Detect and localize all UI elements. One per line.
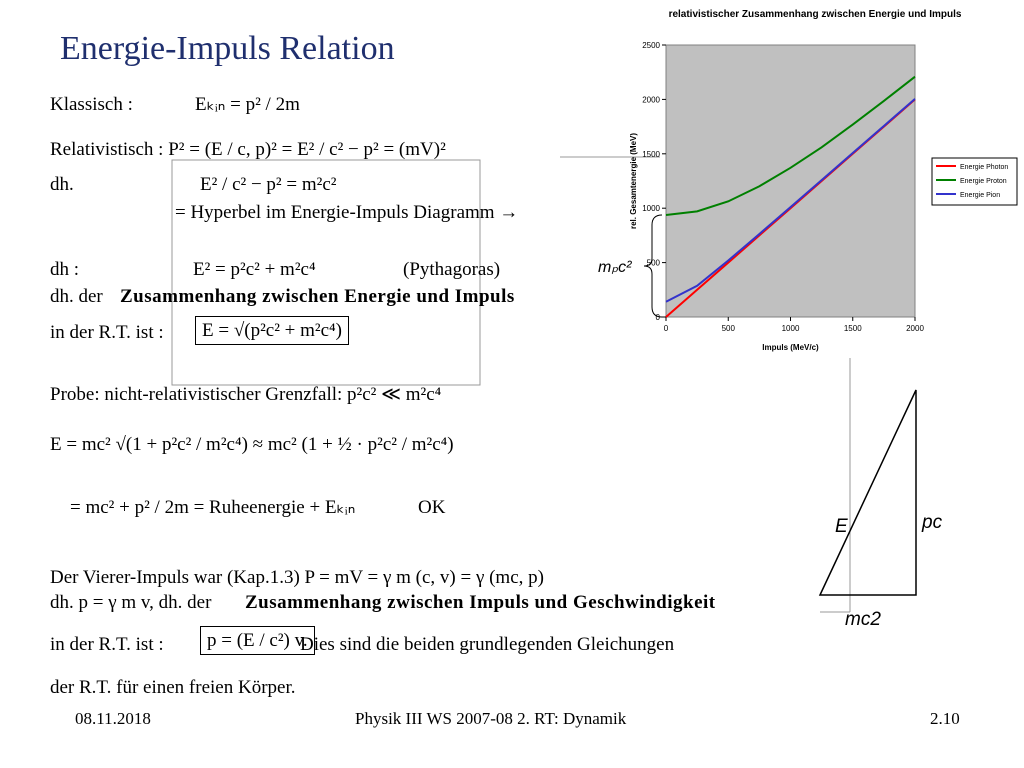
x-tick-label: 2000: [906, 324, 924, 333]
slide-text: dh :: [50, 259, 80, 280]
triangle-label: mc2: [845, 609, 881, 630]
slide-text: Der Vierer-Impuls war (Kap.1.3) P = mV =…: [50, 567, 544, 588]
y-tick-label: 1500: [642, 150, 660, 159]
slide-text: (Pythagoras): [403, 259, 501, 280]
chart: relativistischer Zusammenhang zwischen E…: [598, 9, 1018, 352]
slide-text: Dies sind die beiden grundlegenden Gleic…: [300, 634, 675, 655]
slide-title: Energie-Impuls Relation: [60, 30, 395, 67]
slide-text: dh.: [50, 174, 74, 195]
slide-text: E² = p²c² + m²c⁴: [193, 259, 316, 280]
y-tick-label: 2000: [642, 95, 660, 104]
brace: [643, 214, 663, 318]
slide-text: = mc² + p² / 2m = Ruheenergie + Eₖᵢₙ: [70, 497, 356, 518]
chart-title: relativistischer Zusammenhang zwischen E…: [669, 9, 962, 20]
slide-text: = Hyperbel im Energie-Impuls Diagramm →: [175, 202, 519, 223]
legend-label: Energie Photon: [960, 164, 1008, 171]
line-series: [665, 75, 916, 216]
slide-text: Zusammenhang zwischen Impuls und Geschwi…: [245, 592, 716, 613]
slide-text: dh. der: [50, 286, 103, 307]
line-series: [665, 98, 916, 303]
embedded-frame: [171, 159, 481, 386]
slide-text: der R.T. für einen freien Körper.: [50, 677, 296, 698]
y-axis-label: rel. Gesamtenergie (MeV): [629, 133, 638, 229]
x-axis-label: Impuls (MeV/c): [762, 343, 819, 352]
x-tick-label: 0: [664, 324, 669, 333]
slide-text: p = (E / c²) v.: [200, 626, 315, 655]
y-tick-label: 1000: [642, 204, 660, 213]
annotation: mₚc²: [598, 259, 632, 276]
slide-text: Relativistisch : P² = (E / c, p)² = E² /…: [50, 139, 446, 160]
slide-text: E = mc² √(1 + p²c² / m²c⁴) ≈ mc² (1 + ½ …: [50, 434, 454, 455]
y-tick-label: 500: [647, 259, 661, 268]
slide-text: E² / c² − p² = m²c²: [200, 174, 337, 195]
triangle-label: E: [835, 516, 848, 537]
slide-text: in der R.T. ist :: [50, 322, 164, 343]
slide-text: Zusammenhang zwischen Energie und Impuls: [120, 286, 515, 307]
footer-date: 08.11.2018: [75, 709, 151, 728]
slide-text: Probe: nicht-relativistischer Grenzfall:…: [50, 384, 442, 405]
x-tick-label: 500: [722, 324, 736, 333]
slide-text: E = √(p²c² + m²c⁴): [195, 316, 349, 345]
legend-label: Energie Proton: [960, 178, 1007, 185]
slide-text: OK: [418, 497, 446, 518]
pythagoras-triangle: [818, 389, 917, 596]
slide-text: dh. p = γ m v, dh. der: [50, 592, 212, 613]
plot-area: [665, 44, 916, 318]
legend-label: Energie Pion: [960, 192, 1000, 199]
x-tick-label: 1500: [844, 324, 862, 333]
footer-page: 2.10: [930, 709, 960, 728]
slide-text: Eₖᵢₙ = p² / 2m: [195, 94, 300, 115]
y-tick-label: 0: [656, 313, 661, 322]
slide-text: Klassisch :: [50, 94, 133, 115]
triangle-label: pc: [921, 512, 943, 533]
x-tick-label: 1000: [782, 324, 800, 333]
y-tick-label: 2500: [642, 41, 660, 50]
footer-course: Physik III WS 2007-08 2. RT: Dynamik: [355, 709, 627, 728]
slide-text: in der R.T. ist :: [50, 634, 164, 655]
